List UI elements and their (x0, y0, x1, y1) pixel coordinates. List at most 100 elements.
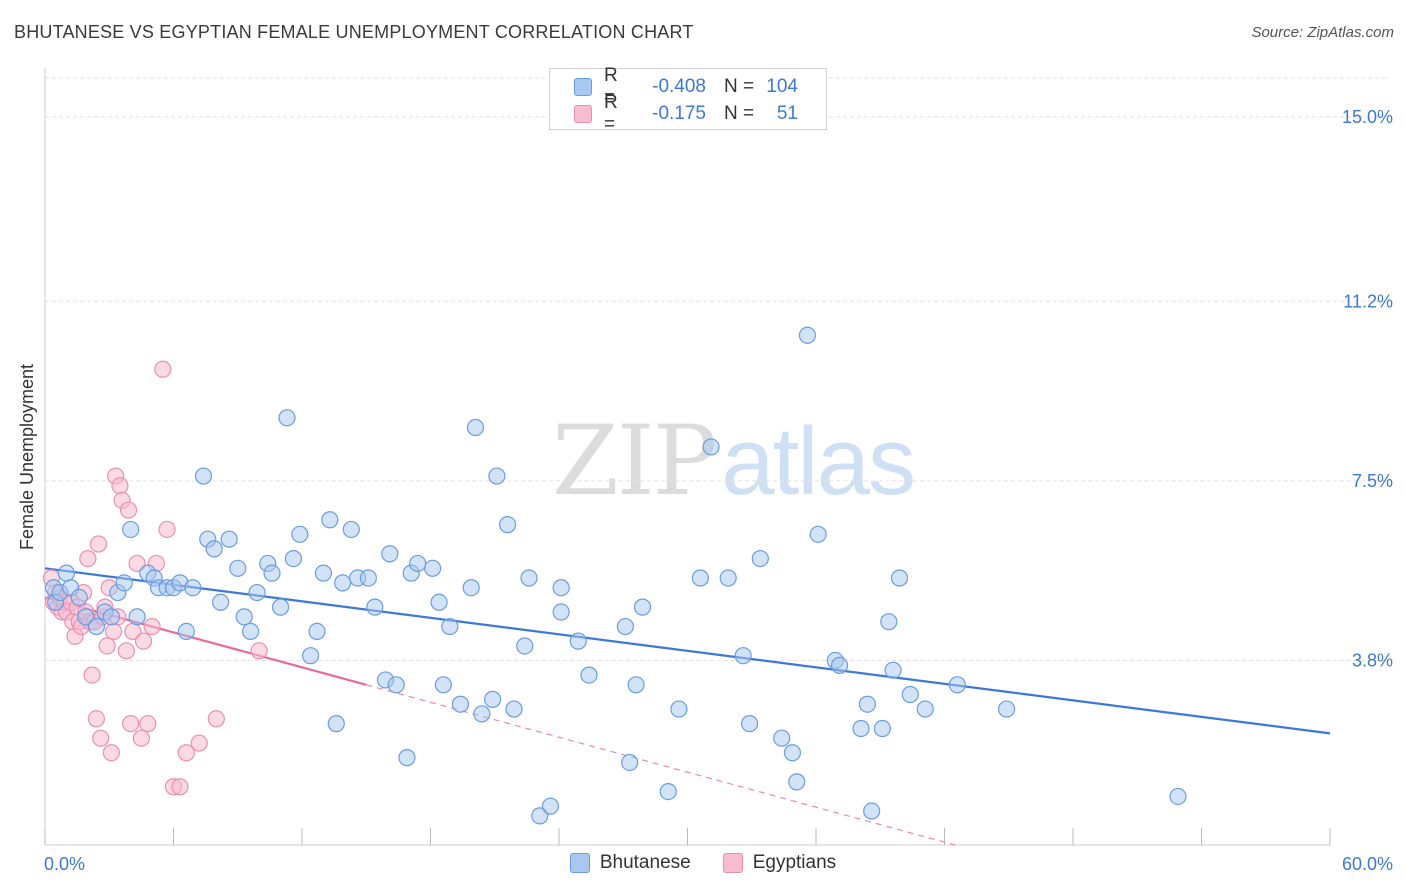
series-legend-egyptians[interactable]: Egyptians (722, 852, 836, 874)
y-tick-label: 7.5% (1352, 471, 1393, 491)
bhutanese-point (691, 569, 709, 587)
bhutanese-point (263, 564, 281, 582)
bhutanese-point (462, 579, 480, 597)
bhutanese-point (321, 511, 339, 529)
source-label: Source: ZipAtlas.com (1251, 24, 1394, 41)
y-tick-label: 3.8% (1352, 651, 1393, 671)
egyptians-point (104, 622, 123, 641)
bhutanese-point (308, 622, 326, 641)
legend-r-label: R = (604, 92, 618, 135)
axes (44, 68, 1331, 846)
bhutanese-point (702, 438, 720, 456)
egyptians-point (250, 642, 268, 660)
bhutanese-point (798, 326, 817, 344)
bhutanese-point (627, 676, 645, 694)
bhutanese-point (516, 637, 534, 655)
egyptians-point (171, 778, 189, 796)
bhutanese-point (734, 647, 752, 665)
bhutanese-point (569, 632, 587, 650)
watermark-zip: ZIP (552, 405, 717, 517)
bhutanese-point (659, 783, 677, 801)
bhutanese-point (387, 676, 405, 694)
egyptians-point (79, 549, 97, 568)
egyptians-point (119, 501, 138, 519)
egyptians-point (102, 744, 120, 762)
bhutanese-point (873, 719, 891, 738)
bhutanese-point (1169, 787, 1187, 806)
bhutanese-point (128, 608, 146, 626)
bhutanese-point (552, 579, 570, 597)
watermark: ZIPatlas (552, 405, 916, 517)
legend-r-label: R = (604, 65, 618, 108)
bhutanese-point (57, 564, 76, 582)
bhutanese-point (248, 583, 266, 602)
bhutanese-point (830, 656, 849, 674)
egyptians-point (111, 477, 129, 495)
bhutanese-point (901, 685, 919, 704)
bhutanese-point (235, 608, 253, 626)
bhutanese-point (773, 729, 791, 747)
bhutanese-point (242, 622, 260, 641)
bhutanese-point (670, 700, 688, 718)
bhutanese-point (327, 715, 345, 733)
egyptians-point (139, 715, 157, 733)
y-tick-label: 15.0% (1342, 107, 1393, 127)
bhutanese-point (194, 467, 213, 485)
legend-r-value: -0.408 (652, 76, 706, 97)
bhutanese-point (398, 749, 416, 767)
bhutanese-point (434, 676, 452, 694)
bhutanese-points (44, 326, 1187, 825)
legend-row-bhutanese: R = -0.408 N = 104 (574, 65, 798, 108)
egyptians-point (83, 666, 101, 684)
egyptians-point (134, 632, 153, 650)
egyptians-point (117, 642, 135, 660)
series-legend-bhutanese[interactable]: Bhutanese (569, 852, 691, 874)
bhutanese-point (184, 579, 202, 597)
bhutanese-point (580, 666, 598, 684)
legend-n-value: 104 (766, 76, 798, 97)
bhutanese-point (484, 690, 502, 708)
bhutanese-point (488, 467, 506, 485)
bhutanese-point (473, 705, 491, 723)
bhutanese-point (880, 613, 898, 631)
bhutanese-point (229, 559, 247, 577)
egyptians-point (177, 744, 195, 762)
egyptians-point (122, 715, 140, 733)
egyptians-point (132, 729, 150, 747)
bhutanese-point (541, 797, 560, 815)
tick-labels: 3.8% 7.5% 11.2% 15.0% 0.0% 60.0% (44, 107, 1393, 874)
bhutanese-point (884, 661, 902, 679)
bhutanese-point (633, 598, 652, 616)
bhutanese-point (430, 593, 448, 611)
bhutanese-point (177, 622, 195, 641)
bhutanese-point (948, 676, 966, 694)
egyptians-point (92, 729, 110, 747)
legend-n-value: 51 (776, 103, 798, 124)
bhutanese-point (809, 525, 827, 543)
bhutanese-point (102, 608, 120, 626)
bhutanese-point (505, 700, 523, 718)
bhutanese-point (424, 559, 442, 577)
grid-lines (45, 77, 1390, 662)
bhutanese-point (314, 564, 333, 582)
bhutanese-point (783, 744, 802, 762)
bhutanese-point (381, 545, 399, 563)
bhutanese-point (77, 608, 95, 626)
egyptians-point (143, 617, 161, 636)
bhutanese-point (212, 593, 230, 611)
series-swatch-blue (569, 853, 590, 873)
bhutanese-point (499, 516, 517, 534)
bhutanese-point (916, 700, 934, 718)
bhutanese-point (220, 530, 238, 548)
x-tick-label-min: 0.0% (44, 854, 85, 874)
bhutanese-point (115, 574, 133, 592)
x-tick-label-max: 60.0% (1342, 854, 1393, 874)
egyptians-point (128, 554, 146, 573)
chart-title: BHUTANESE VS EGYPTIAN FEMALE UNEMPLOYMEN… (14, 22, 694, 42)
bhutanese-point (616, 617, 634, 636)
bhutanese-point (278, 409, 296, 427)
egyptians-point (87, 710, 106, 728)
bhutanese-point (87, 617, 106, 636)
bhutanese-point (366, 598, 384, 616)
